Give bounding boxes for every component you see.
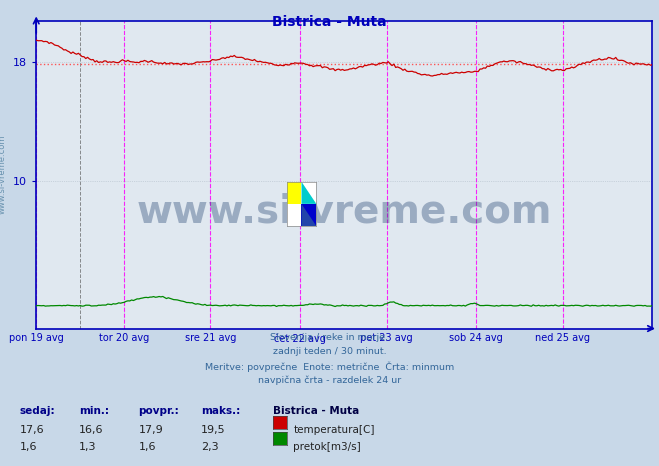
Text: 1,6: 1,6 xyxy=(138,442,156,452)
Text: 19,5: 19,5 xyxy=(201,425,225,435)
Polygon shape xyxy=(302,204,316,226)
Text: 17,9: 17,9 xyxy=(138,425,163,435)
Text: Meritve: povprečne  Enote: metrične  Črta: minmum: Meritve: povprečne Enote: metrične Črta:… xyxy=(205,361,454,372)
Text: 1,3: 1,3 xyxy=(79,442,97,452)
Text: 1,6: 1,6 xyxy=(20,442,38,452)
Text: 2,3: 2,3 xyxy=(201,442,219,452)
Text: maks.:: maks.: xyxy=(201,406,241,416)
Text: povpr.:: povpr.: xyxy=(138,406,179,416)
Text: sedaj:: sedaj: xyxy=(20,406,55,416)
Text: www.si-vreme.com: www.si-vreme.com xyxy=(136,192,552,231)
Text: zadnji teden / 30 minut.: zadnji teden / 30 minut. xyxy=(273,347,386,356)
Text: 16,6: 16,6 xyxy=(79,425,103,435)
Text: temperatura[C]: temperatura[C] xyxy=(293,425,375,435)
Polygon shape xyxy=(287,182,302,204)
Text: pretok[m3/s]: pretok[m3/s] xyxy=(293,442,361,452)
Text: www.si-vreme.com: www.si-vreme.com xyxy=(0,135,7,214)
Text: Slovenija / reke in morje.: Slovenija / reke in morje. xyxy=(270,333,389,342)
Text: Bistrica - Muta: Bistrica - Muta xyxy=(273,406,360,416)
Polygon shape xyxy=(302,204,316,226)
Polygon shape xyxy=(302,182,316,204)
Text: 17,6: 17,6 xyxy=(20,425,44,435)
Text: navpična črta - razdelek 24 ur: navpična črta - razdelek 24 ur xyxy=(258,375,401,384)
Text: Bistrica - Muta: Bistrica - Muta xyxy=(272,15,387,29)
Text: min.:: min.: xyxy=(79,406,109,416)
